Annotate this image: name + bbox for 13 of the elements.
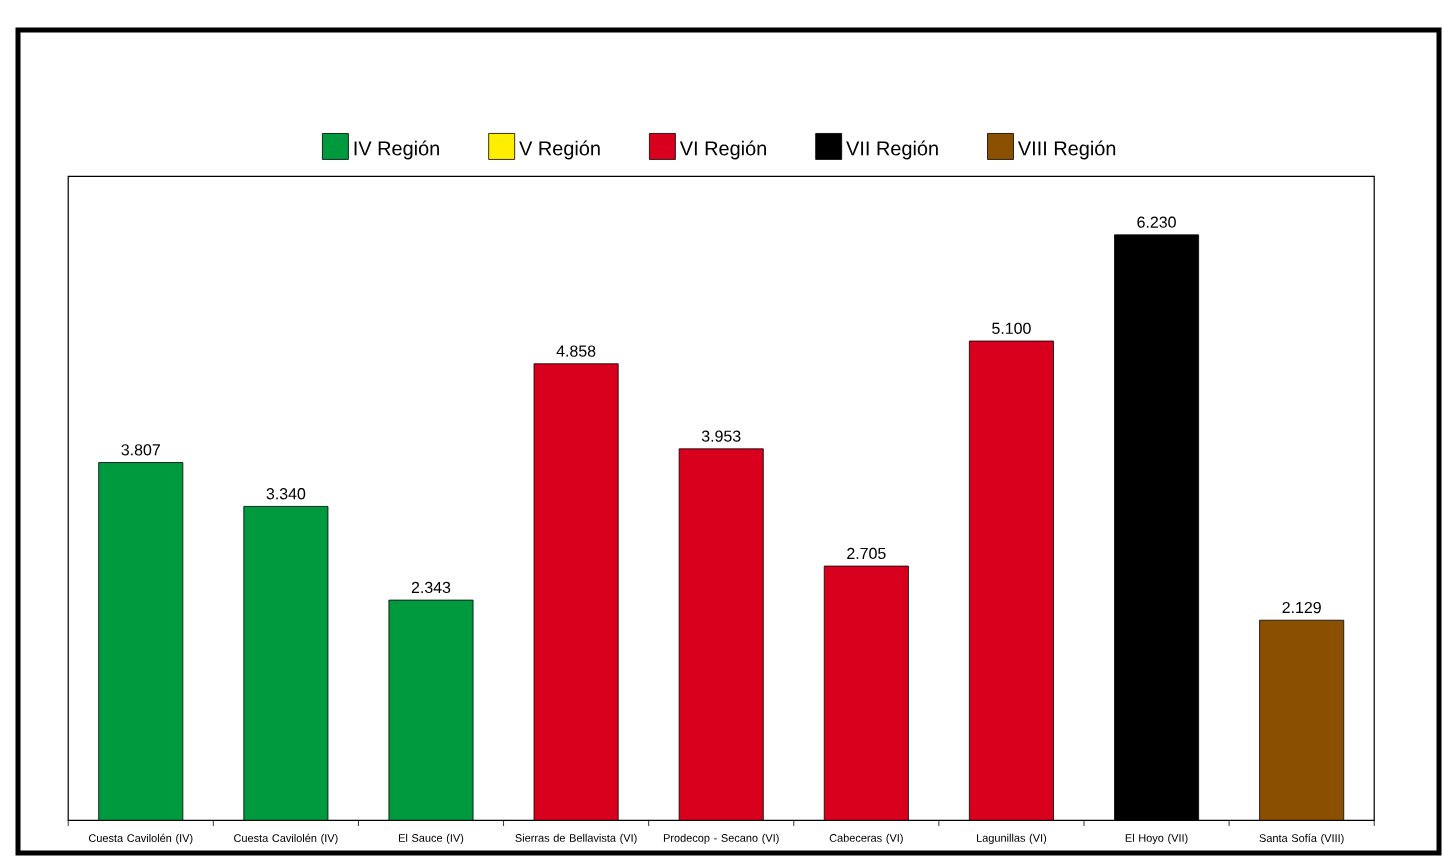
bar [98, 462, 184, 821]
legend-label: V Región [519, 140, 600, 160]
legend-label: VIII Región [1017, 140, 1116, 160]
legend-label: VII Región [846, 140, 938, 160]
legend-label: IV Región [354, 140, 439, 160]
bar [388, 599, 474, 821]
bar [243, 506, 329, 821]
legend-label: VI Región [679, 140, 766, 160]
bar [533, 363, 619, 821]
bar [968, 340, 1054, 821]
bar [823, 565, 909, 821]
bar [1114, 234, 1200, 821]
bar [678, 448, 764, 821]
